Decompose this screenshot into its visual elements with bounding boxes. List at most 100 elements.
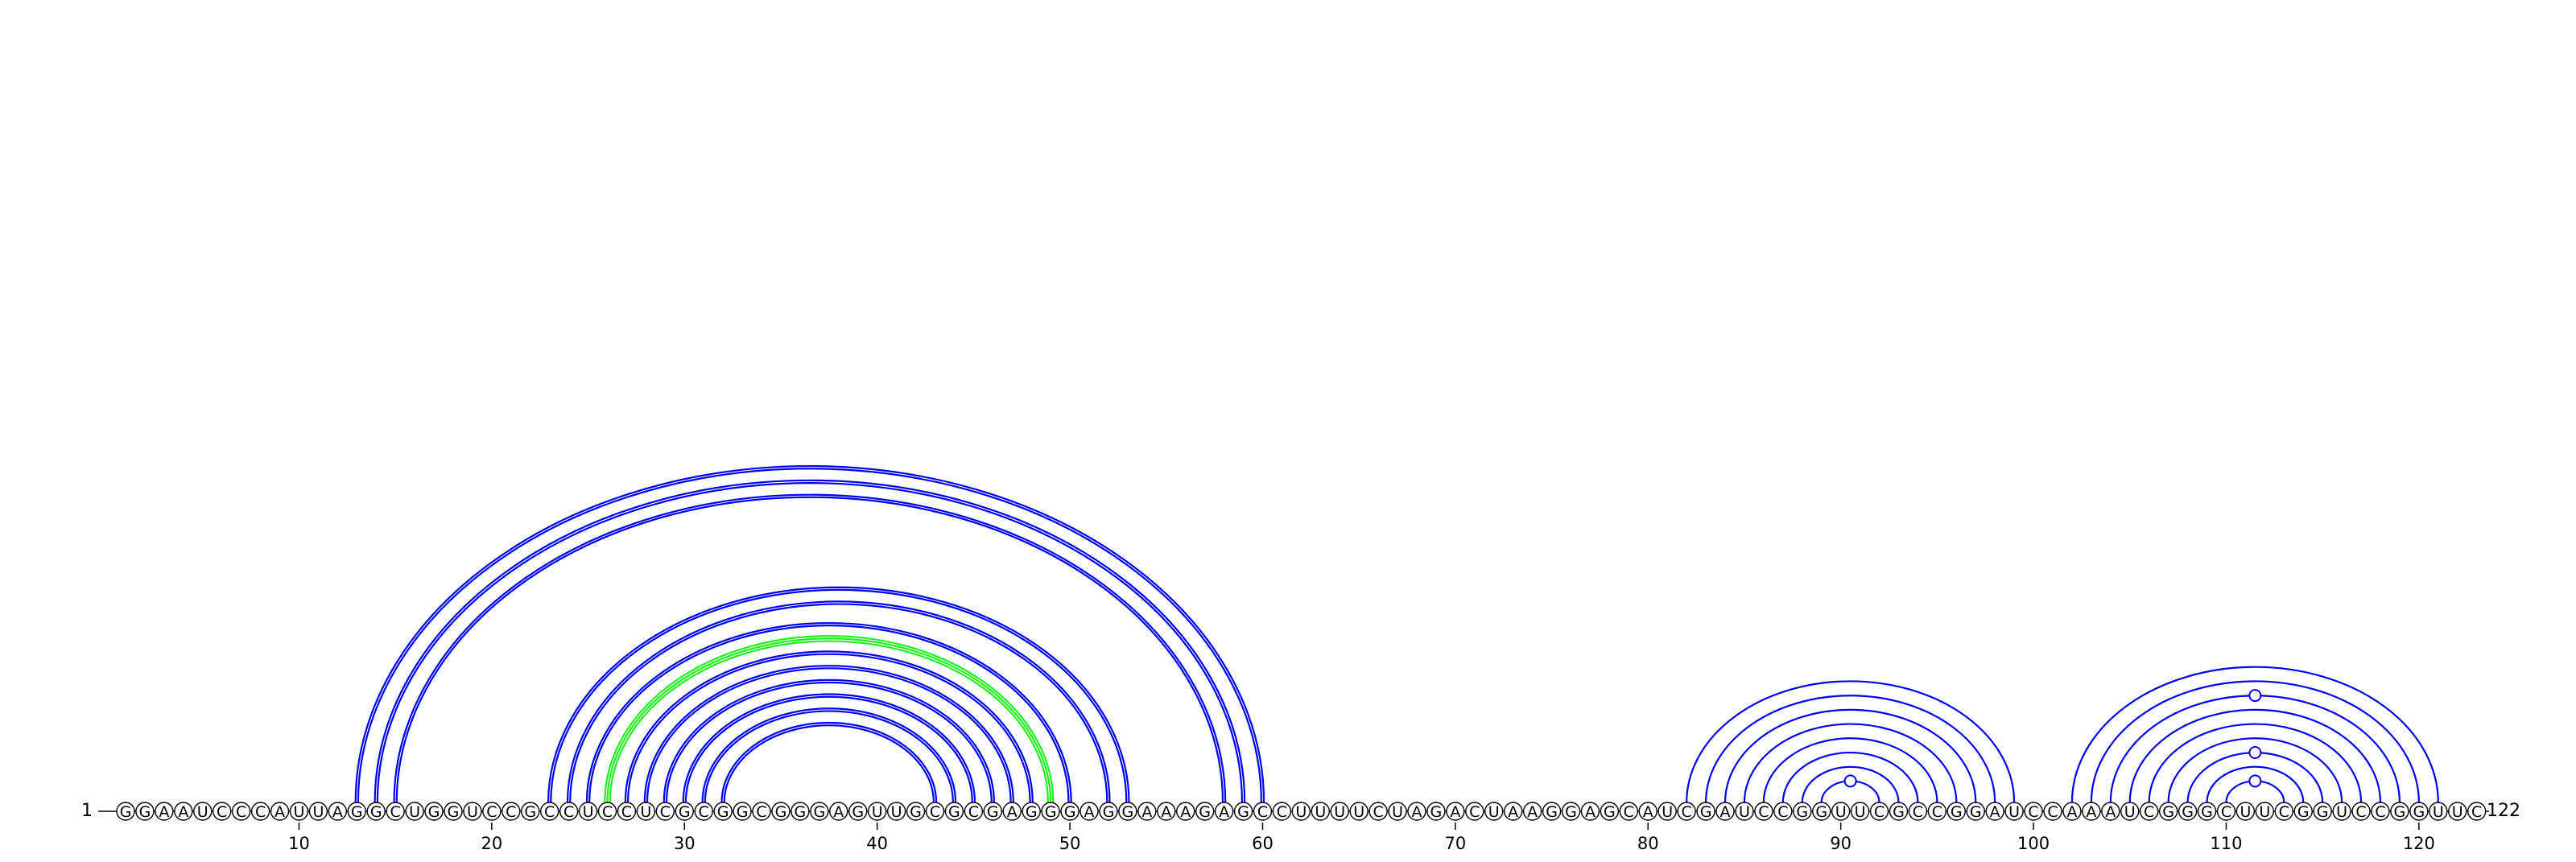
nucleotide-letter: G — [948, 803, 960, 821]
nucleotide-letter: G — [120, 803, 132, 821]
nucleotide-letter: A — [1141, 803, 1152, 821]
arc-stroke — [684, 695, 973, 803]
arc-stroke — [588, 625, 1070, 803]
nucleotide-10: U — [289, 802, 309, 821]
nucleotide-circle — [2062, 802, 2082, 821]
nucleotide-letter: G — [2297, 803, 2310, 821]
nucleotide-letter: G — [139, 803, 151, 821]
arc-stroke — [604, 635, 1055, 803]
nucleotide-18: G — [444, 802, 463, 821]
nucleotide-circle — [1446, 802, 1465, 821]
nucleotide-circle — [1330, 802, 1349, 821]
nucleotide-34: C — [752, 802, 771, 821]
axis-layer: 1 122 10 20 30 40 50 60 70 80 90 100 110 120 — [81, 801, 2520, 853]
nucleotide-81: U — [1657, 802, 1677, 821]
nucleotide-letter: A — [1161, 803, 1171, 821]
base-pair-arc-85-96 — [1743, 723, 1958, 803]
nucleotide-circle — [155, 802, 174, 821]
arc-stroke — [646, 667, 1012, 803]
nucleotide-letter: C — [390, 803, 401, 821]
nucleotide-circle — [2332, 802, 2351, 821]
nucleotide-102: A — [2062, 802, 2082, 821]
nucleotide-31: C — [694, 802, 713, 821]
nucleotide-circle — [1253, 802, 1273, 821]
nucleotide-circle — [2178, 802, 2198, 821]
nucleotide-letter: U — [2259, 803, 2270, 821]
nucleotide-letter: C — [699, 803, 709, 821]
nucleotide-circle — [964, 802, 984, 821]
nucleotide-circle — [116, 802, 135, 821]
tick-label-70: 70 — [1444, 834, 1466, 853]
nucleotide-78: G — [1600, 802, 1620, 821]
nucleotide-54: A — [1137, 802, 1157, 821]
nucleotide-79: C — [1619, 802, 1639, 821]
nucleotide-letter: U — [1835, 803, 1847, 821]
nucleotide-39: G — [848, 802, 868, 821]
nucleotide-letter: U — [640, 803, 651, 821]
nucleotide-14: G — [366, 802, 386, 821]
nucleotide-circle — [1522, 802, 1542, 821]
nucleotide-letter: U — [1392, 803, 1403, 821]
nucleotide-69: G — [1426, 802, 1446, 821]
nucleotide-circle — [1137, 802, 1157, 821]
nucleotide-circle — [1484, 802, 1504, 821]
nucleotide-letter: G — [351, 803, 363, 821]
nucleotide-letter: G — [813, 803, 825, 821]
nucleotide-circle — [1946, 802, 1967, 821]
nucleotide-30: G — [675, 802, 694, 821]
nucleotide-circle — [270, 802, 290, 821]
nucleotide-113: C — [2274, 802, 2293, 821]
nucleotide-letter: C — [486, 803, 497, 821]
nucleotide-letter: A — [2105, 803, 2116, 821]
end-label: 122 — [2487, 801, 2520, 821]
nucleotide-42: G — [906, 802, 926, 821]
nucleotide-75: G — [1542, 802, 1562, 821]
nucleotide-circle — [2139, 802, 2159, 821]
base-pair-arc-27-48 — [624, 650, 1034, 803]
nucleotide-letter: A — [1720, 803, 1731, 821]
nucleotide-83: G — [1696, 802, 1715, 821]
nucleotide-circle — [1793, 802, 1812, 821]
nucleotide-letter: C — [506, 803, 516, 821]
nucleotide-50: G — [1060, 802, 1080, 821]
nucleotide-114: G — [2293, 802, 2313, 821]
nucleotide-circle — [2004, 802, 2024, 821]
nucleotide-circle — [2371, 802, 2390, 821]
nucleotide-letter: A — [1585, 803, 1596, 821]
base-pair-arc-15-58 — [393, 493, 1227, 803]
nucleotide-letter: C — [2047, 803, 2058, 821]
nucleotide-38: A — [829, 802, 848, 821]
nucleotide-29: C — [655, 802, 675, 821]
nucleotide-letter: G — [1970, 803, 1982, 821]
nucleotide-letter: U — [1855, 803, 1866, 821]
nucleotide-letter: U — [872, 803, 883, 821]
nucleotide-circle — [1773, 802, 1793, 821]
nucleotide-110: C — [2216, 802, 2236, 821]
nucleotide-circle — [308, 802, 328, 821]
nucleotide-letter: C — [255, 803, 266, 821]
arc-stroke — [704, 710, 954, 803]
nucleotide-circle — [1927, 802, 1947, 821]
tick-label-120: 120 — [2403, 834, 2435, 853]
nucleotide-letter: G — [852, 803, 864, 821]
nucleotide-7: C — [231, 802, 251, 821]
nucleotide-circle — [1002, 802, 1022, 821]
nucleotide-25: U — [578, 802, 598, 821]
nucleotide-circle — [733, 802, 752, 821]
base-pair-arc-82-99 — [1686, 680, 2016, 803]
nucleotide-circle — [2101, 802, 2120, 821]
nucleotide-circle — [1831, 802, 1851, 821]
nucleotide-letter: G — [775, 803, 787, 821]
nucleotide-letter: C — [1373, 803, 1383, 821]
nucleotide-115: G — [2313, 802, 2332, 821]
nucleotide-letter: U — [2240, 803, 2251, 821]
nucleotide-circle — [2197, 802, 2217, 821]
nucleotide-62: U — [1291, 802, 1311, 821]
nucleotide-letter: U — [1488, 803, 1500, 821]
nucleotide-circle — [444, 802, 463, 821]
nucleotide-letter: G — [1546, 803, 1558, 821]
base-pair-arc-88-93 — [1801, 765, 1900, 803]
nucleotide-circle — [2235, 802, 2256, 821]
nucleotide-circle — [1214, 802, 1234, 821]
nucleotide-94: C — [1908, 802, 1928, 821]
